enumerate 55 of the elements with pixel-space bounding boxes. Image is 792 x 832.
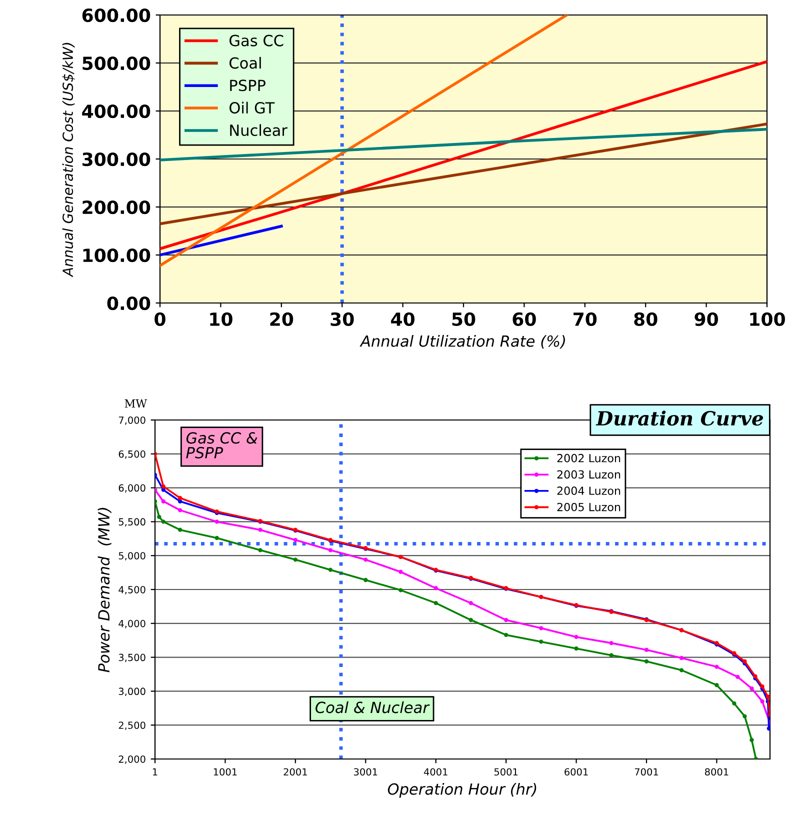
y-axis-title: Annual Generation Cost (US$/kW): [62, 42, 75, 278]
x-axis-title: Operation Hour (hr): [388, 782, 536, 798]
y-tick-label: 200.00: [82, 200, 150, 214]
y-tick-label: 100.00: [83, 248, 150, 262]
x-tick-label: 2001: [284, 768, 307, 776]
y-tick-label: 500.00: [82, 56, 150, 70]
x-tick-label: 0: [154, 312, 166, 326]
x-tick-label: 80: [634, 312, 658, 326]
legend-label: 2003 Luzon: [557, 470, 620, 479]
x-tick-label: 1: [152, 768, 158, 776]
y-tick-label: 7,000: [118, 416, 146, 425]
legend-label: PSPP: [230, 80, 266, 92]
x-tick-label: 4001: [424, 768, 448, 776]
x-tick-label: 1001: [214, 768, 237, 776]
x-tick-label: 20: [270, 312, 294, 326]
y-tick-label: 2,500: [118, 722, 146, 730]
x-tick-label: 8001: [704, 768, 728, 776]
y-tick-label: 5,000: [118, 552, 146, 560]
y-tick-label: 6,000: [118, 484, 146, 493]
x-tick-label: 7001: [634, 768, 658, 776]
text: MW: [124, 399, 148, 408]
legend-label: Gas CC: [230, 34, 284, 46]
x-tick-label: 70: [574, 312, 597, 326]
y-tick-label: 6,500: [118, 450, 146, 459]
x-tick-label: 5001: [494, 768, 518, 776]
y-tick-label: 5,500: [118, 518, 146, 527]
y-tick-label: 300.00: [82, 152, 150, 166]
chart-title: Duration Curve: [596, 410, 764, 426]
y-tick-label: 4,500: [118, 586, 146, 594]
x-tick-label: 40: [391, 312, 414, 326]
y-axis-title: Power Demand (MW): [98, 508, 112, 672]
x-tick-label: 30: [330, 312, 354, 326]
y-tick-label: 3,500: [118, 654, 146, 662]
legend-label: 2004 Luzon: [557, 486, 620, 495]
x-tick-label: 3001: [354, 768, 378, 776]
y-tick-label: 2,000: [118, 755, 146, 764]
legend-label: Coal: [230, 56, 261, 69]
y-tick-label: 3,000: [118, 688, 146, 696]
x-tick-label: 90: [694, 312, 718, 326]
x-tick-label: 60: [512, 312, 536, 326]
y-tick-label: 400.00: [82, 104, 150, 118]
x-tick-label: 6001: [564, 768, 588, 776]
legend-label: 2002 Luzon: [557, 454, 620, 462]
x-tick-label: 50: [452, 312, 476, 326]
annotation: Coal & Nuclear: [316, 701, 430, 714]
y-tick-label: 0.00: [107, 296, 150, 310]
annotation: Gas CC & PSPP: [186, 432, 258, 458]
legend-label: 2005 Luzon: [557, 502, 620, 512]
y-tick-label: 4,000: [118, 620, 146, 628]
y-tick-label: 600.00: [82, 8, 150, 22]
x-tick-label: 100: [750, 312, 785, 326]
legend-label: Oil GT: [230, 102, 275, 114]
legend-label: Nuclear: [230, 124, 288, 136]
x-tick-label: 10: [210, 312, 232, 326]
x-axis-title: Annual Utilization Rate (%): [360, 335, 565, 349]
